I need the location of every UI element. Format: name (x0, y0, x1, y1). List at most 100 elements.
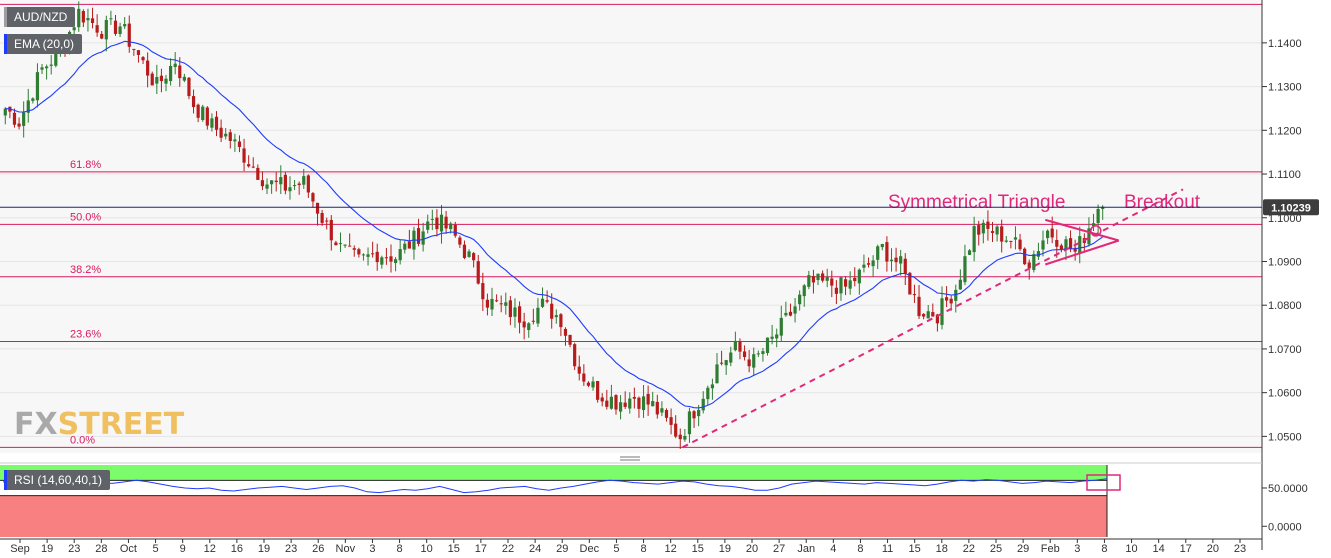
candle-body (348, 245, 352, 247)
svg-text:FXSTREET: FXSTREET (14, 407, 185, 442)
candle-body (517, 306, 522, 323)
candle-body (1027, 262, 1031, 269)
rsi-label[interactable]: RSI (14,60,40,1) (4, 470, 111, 490)
candle-body (155, 77, 159, 84)
candle-body (219, 127, 223, 138)
candle-body (559, 314, 563, 328)
candle-body (40, 67, 44, 70)
candle-body (591, 381, 595, 388)
candle-body (1009, 240, 1013, 242)
candle-body (329, 219, 333, 241)
candle-body (247, 164, 251, 167)
time-tick-label: 17 (1180, 543, 1192, 555)
fibonacci-levels: 61.8% 50.0% 38.2% 23.6% 0.0% (0, 3, 1262, 448)
ascending-trendline (682, 188, 1184, 449)
symbol-label[interactable]: AUD/NZD (4, 7, 76, 27)
candle-body (582, 373, 586, 382)
candle-body (522, 321, 526, 328)
fib-level-label: 38.2% (70, 264, 101, 276)
time-tick-label: Oct (120, 543, 137, 555)
candle-body (775, 334, 779, 339)
candle-body (361, 254, 366, 256)
candle-body (81, 11, 85, 23)
candle-body (664, 410, 669, 418)
candle-body (1059, 245, 1063, 250)
time-tick-label: 8 (1101, 543, 1107, 555)
time-tick-label: 8 (396, 543, 402, 555)
candle-body (17, 123, 21, 127)
candle-body (508, 300, 512, 318)
candle-body (1087, 228, 1091, 245)
candle-body (141, 57, 145, 61)
time-tick-label: 10 (1125, 543, 1137, 555)
candle-body (701, 398, 705, 411)
candle-body (729, 352, 733, 363)
candle-body (903, 258, 907, 274)
candle-body (848, 280, 852, 289)
ema-label[interactable]: EMA (20,0) (4, 34, 83, 54)
candle-body (788, 311, 793, 316)
candle-body (738, 341, 742, 352)
candle-body (334, 242, 338, 246)
candle-body (885, 242, 889, 262)
candle-body (972, 226, 976, 253)
candle-body (315, 202, 320, 214)
candle-body (407, 241, 411, 249)
candle-body (1073, 247, 1077, 252)
time-tick-label: 8 (640, 543, 646, 555)
current-price-tag: 1.10239 (1263, 199, 1319, 216)
candle-body (251, 166, 255, 168)
candle-body (527, 323, 531, 331)
candle-body (568, 334, 572, 345)
candle-body (614, 395, 618, 410)
candle-body (908, 272, 912, 295)
rsi-label-text: RSI (14,60,40,1) (14, 473, 103, 487)
candle-body (605, 400, 609, 407)
candle-body (357, 249, 361, 255)
triangle-upper-line (1045, 218, 1120, 242)
candle-body (86, 18, 90, 21)
time-tick-label: 15 (909, 543, 921, 555)
time-tick-label: 14 (1153, 543, 1165, 555)
time-tick-label: Feb (1041, 543, 1060, 555)
fib-level-label: 50.0% (70, 211, 101, 223)
time-tick-label: 28 (95, 543, 107, 555)
time-tick-label: 25 (990, 543, 1002, 555)
candle-body (513, 307, 517, 317)
candle-body (752, 354, 756, 368)
candle-body (279, 177, 283, 185)
candle-body (922, 313, 926, 317)
candle-body (843, 279, 848, 287)
candle-body (311, 193, 315, 202)
watermark-fx: FX (14, 407, 58, 442)
rsi-overbought-zone (0, 465, 1107, 481)
time-tick-label: 22 (502, 543, 514, 555)
time-tick-label: 29 (556, 543, 568, 555)
candle-body (467, 251, 471, 257)
candle-body (839, 277, 843, 294)
panel-resize-handle[interactable] (620, 456, 640, 461)
fib-level-label: 61.8% (70, 159, 101, 171)
candle-body (821, 273, 825, 281)
fxstreet-watermark: FXSTREET (14, 407, 185, 442)
candle-body (343, 244, 347, 246)
price-tick-label: 1.0700 (1268, 344, 1302, 356)
candle-body (1000, 226, 1004, 242)
candle-body (54, 50, 58, 66)
candle-body (683, 435, 687, 440)
candle-body (118, 26, 122, 35)
candle-body (687, 411, 692, 435)
candle-body (889, 259, 894, 262)
candle-body (573, 344, 577, 367)
candle-body (426, 221, 430, 230)
candle-body (495, 300, 499, 302)
candle-body (926, 311, 930, 319)
candle-body (35, 72, 40, 101)
time-tick-label: Sep (10, 543, 30, 555)
candle-body (242, 148, 246, 163)
fib-level-label: 23.6% (70, 328, 101, 340)
annotation-breakout: Breakout (1124, 192, 1201, 213)
candle-body (536, 307, 540, 324)
candle-body (439, 214, 444, 232)
candle-body (398, 249, 402, 261)
